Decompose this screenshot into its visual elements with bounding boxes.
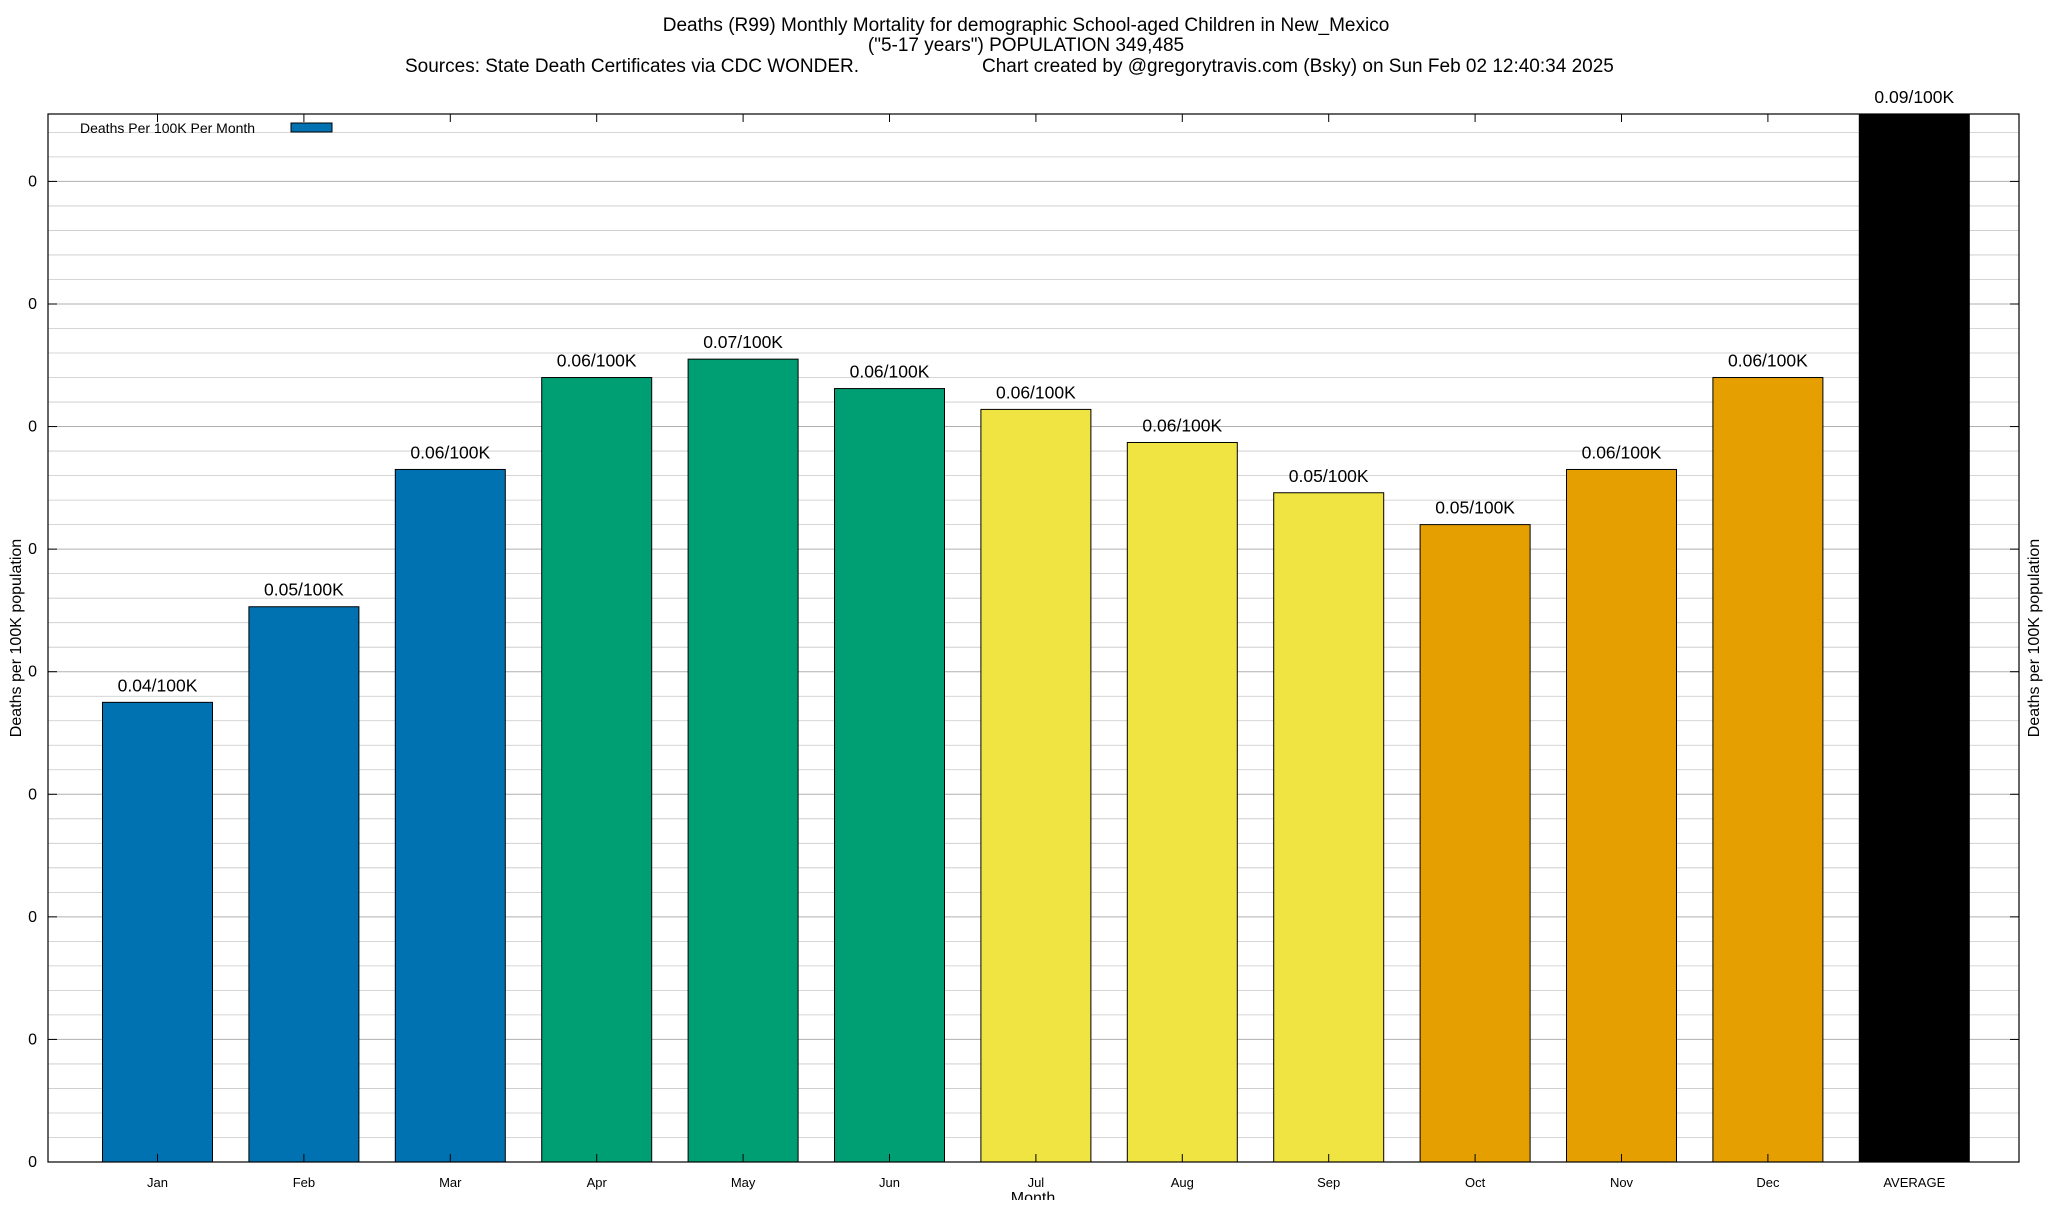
bar-oct [1419, 524, 1531, 1163]
bar-aug [1126, 441, 1238, 1163]
x-tick-label: Feb [293, 1175, 315, 1190]
y-axis-label: Deaths per 100K population [8, 539, 25, 737]
bar-jun [834, 388, 945, 1163]
bar-jul [980, 408, 1092, 1163]
y-tick-label: 0 [28, 1154, 37, 1171]
data-label-mar: 0.06/100K [410, 442, 490, 462]
y-tick-label: 0 [28, 419, 37, 436]
y2-axis-label: Deaths per 100K population [2026, 539, 2043, 737]
data-label-jan: 0.04/100K [118, 675, 198, 695]
y-tick-label: 0 [28, 664, 37, 681]
bar-may [687, 358, 799, 1163]
y-tick-label: 0 [28, 296, 37, 313]
x-tick-label: Aug [1171, 1175, 1194, 1190]
bars [102, 113, 1970, 1163]
data-label-jul: 0.06/100K [996, 382, 1076, 402]
chart-title: Deaths (R99) Monthly Mortality for demog… [663, 15, 1390, 36]
x-axis-label: Month [1011, 1190, 1055, 1200]
data-label-aug: 0.06/100K [1142, 415, 1222, 435]
legend-swatch [290, 122, 333, 133]
legend-label: Deaths Per 100K Per Month [80, 120, 255, 136]
data-label-sep: 0.05/100K [1289, 466, 1369, 486]
x-tick-label: Jun [879, 1175, 900, 1190]
data-label-dec: 0.06/100K [1728, 351, 1808, 371]
data-label-average: 0.09/100K [1874, 87, 1954, 107]
data-label-apr: 0.06/100K [557, 351, 637, 371]
x-tick-label: AVERAGE [1883, 1175, 1945, 1190]
x-tick-label: Dec [1756, 1175, 1780, 1190]
axis-ticks: 0 0 0 0 0 0 0 0 0 Jan Feb Mar Apr May Jun Jul Aug Sep Oct N… [28, 114, 2019, 1190]
bar-nov [1566, 468, 1677, 1163]
y-tick-label: 0 [28, 909, 37, 926]
bar-feb [248, 606, 360, 1163]
data-label-nov: 0.06/100K [1582, 442, 1662, 462]
x-tick-label: Apr [587, 1175, 608, 1190]
bar-mar [394, 468, 506, 1163]
bar-jan [102, 701, 213, 1163]
data-label-feb: 0.05/100K [264, 580, 344, 600]
bar-apr [541, 377, 653, 1163]
data-label-may: 0.07/100K [703, 332, 783, 352]
plot-frame [47, 113, 2020, 1163]
chart-subtitle: ("5-17 years") POPULATION 349,485 [868, 35, 1184, 56]
bar-sep [1273, 492, 1385, 1163]
x-tick-label: Jul [1028, 1175, 1045, 1190]
x-tick-label: May [731, 1175, 756, 1190]
data-labels: 0.04/100K 0.05/100K 0.06/100K 0.06/100K 0.07… [118, 87, 1955, 695]
y-tick-label: 0 [28, 173, 37, 190]
chart-credit: Chart created by @gregorytravis.com (Bsk… [982, 56, 1614, 77]
y-tick-label: 0 [28, 786, 37, 803]
data-label-oct: 0.05/100K [1435, 498, 1515, 518]
x-tick-label: Mar [439, 1175, 462, 1190]
bar-average [1858, 113, 1970, 1163]
x-tick-label: Oct [1465, 1175, 1486, 1190]
x-tick-label: Nov [1610, 1175, 1634, 1190]
y-tick-label: 0 [28, 541, 37, 558]
y-tick-label: 0 [28, 1031, 37, 1048]
chart-source: Sources: State Death Certificates via CD… [405, 56, 859, 77]
x-tick-label: Sep [1317, 1175, 1340, 1190]
legend: Deaths Per 100K Per Month [80, 120, 333, 136]
bar-dec [1712, 377, 1824, 1163]
data-label-jun: 0.06/100K [850, 362, 930, 382]
x-tick-label: Jan [147, 1175, 168, 1190]
